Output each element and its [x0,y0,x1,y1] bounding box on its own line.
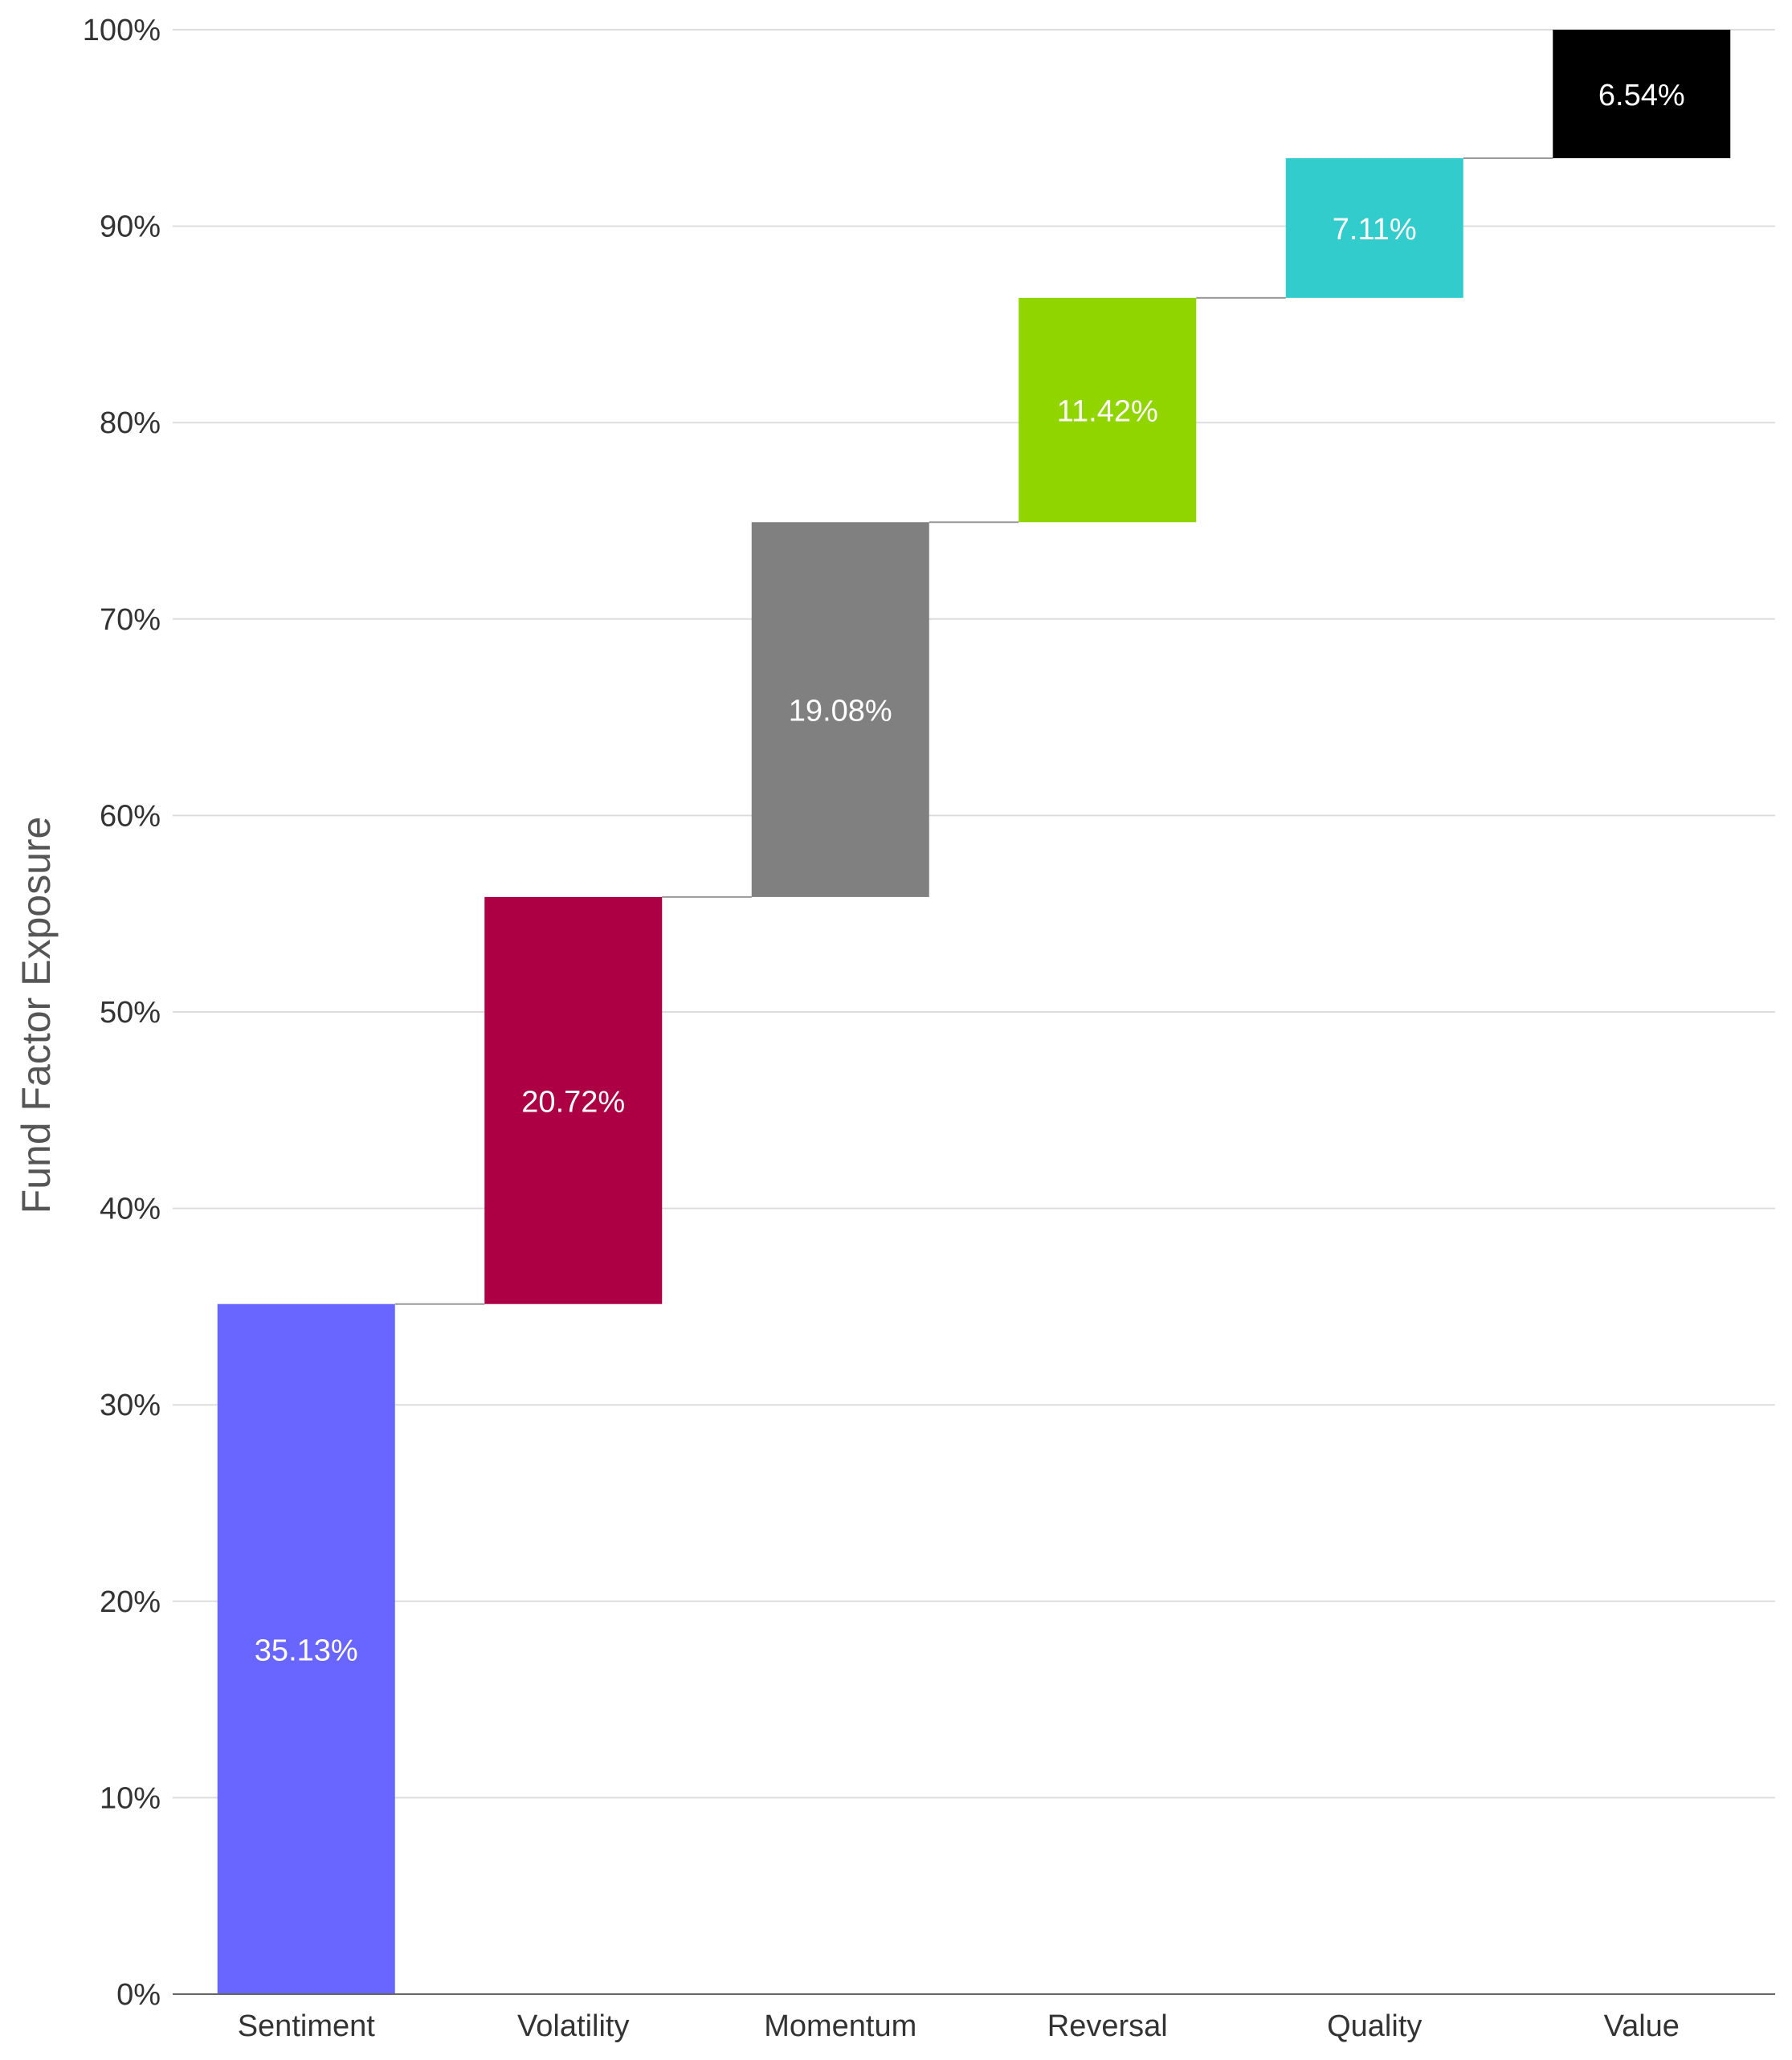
y-tick-label: 50% [100,996,161,1030]
value-label-reversal: 11.42% [1057,395,1158,429]
value-label-value: 6.54% [1598,79,1685,112]
x-tick-label-quality: Quality [1327,2009,1422,2043]
y-tick-label: 100% [83,14,161,47]
bar-momentum [751,522,929,897]
bar-value [1553,30,1731,158]
y-tick-label: 30% [100,1389,161,1422]
bars [217,30,1731,1994]
y-tick-label: 10% [100,1781,161,1815]
y-tick-label: 80% [100,406,161,440]
y-axis-title: Fund Factor Exposure [14,817,59,1214]
x-tick-label-volatility: Volatility [517,2009,629,2043]
value-label-volatility: 20.72% [521,1085,625,1119]
axes: 0% 10% 20% 30% 40% 50% 60% 70% 80% 90% 100% Sentime… [83,14,1775,2043]
x-tick-label-sentiment: Sentiment [238,2009,376,2043]
value-label-quality: 7.11% [1333,213,1417,247]
y-tick-label: 60% [100,799,161,833]
y-tick-label: 20% [100,1585,161,1619]
bar-reversal [1018,297,1197,523]
bar-sentiment [217,1303,395,1994]
value-label-sentiment: 35.13% [255,1634,358,1667]
y-tick-label: 70% [100,603,161,637]
gridlines [173,29,1775,1799]
connectors [394,157,1553,1305]
value-labels: 35.13% 20.72% 19.08% 11.42% 7.11% 6.54% [255,79,1685,1667]
value-label-momentum: 19.08% [789,695,892,728]
bar-volatility [484,896,663,1304]
y-tick-label: 40% [100,1193,161,1226]
bar-quality [1285,157,1463,298]
x-tick-label-value: Value [1604,2009,1680,2043]
y-tick-label: 0% [116,1978,161,2012]
x-tick-label-reversal: Reversal [1047,2009,1168,2043]
x-tick-label-momentum: Momentum [764,2009,916,2043]
y-tick-label: 90% [100,210,161,244]
